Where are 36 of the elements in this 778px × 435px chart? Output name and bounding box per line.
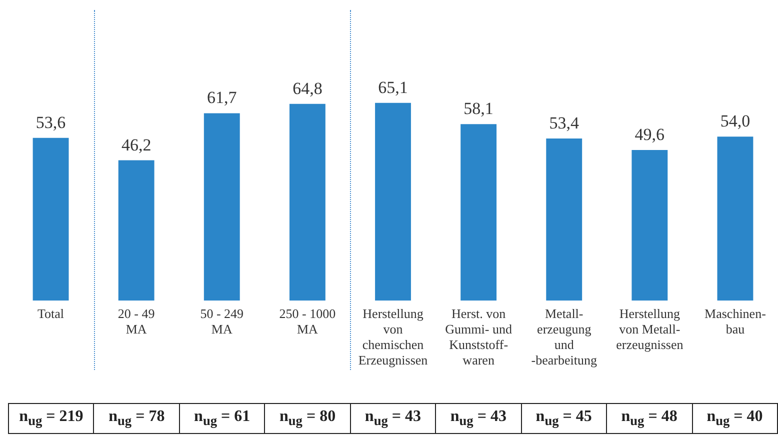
text: n$_{ug}$ = 80 [264, 404, 350, 434]
text: n$_{ug}$ = 43 [350, 404, 436, 434]
text: n$_{ug}$ = 43 [436, 404, 522, 434]
data-label: 53,6 [36, 112, 66, 132]
x-tick-label: Total [38, 306, 64, 321]
x-tick-label: Herst. von Gummi- und Kunststoff- waren [445, 306, 512, 368]
data-label: 58,1 [464, 99, 494, 118]
bar [118, 160, 154, 301]
text: n$_{ug}$ = 219 [8, 404, 94, 434]
bar [460, 124, 497, 301]
data-label: 54,0 [720, 112, 750, 131]
x-tick-label: 20 - 49 MA [118, 306, 155, 336]
x-tick-label: Herstellung von Metall- erzeugnissen [616, 306, 684, 352]
bar [32, 138, 69, 301]
data-label: 49,6 [634, 124, 665, 144]
x-tick-label: 50 - 249 MA [200, 306, 244, 336]
data-label: 61,7 [207, 88, 238, 108]
text: n$_{ug}$ = 45 [521, 404, 607, 434]
x-tick-label: Herstellung von chemischen Erzeugnissen [358, 306, 428, 368]
data-label: 46,2 [121, 135, 152, 154]
bar [632, 150, 668, 301]
bar [546, 138, 582, 301]
text: n$_{ug}$ = 61 [179, 404, 265, 434]
text: n$_{ug}$ = 48 [606, 404, 692, 434]
data-label: 64,8 [292, 78, 322, 98]
bar [717, 136, 754, 301]
bar [289, 104, 326, 301]
text: n$_{ug}$ = 40 [692, 404, 778, 434]
x-tick-label: 250 - 1000 MA [279, 306, 336, 336]
bar [375, 102, 411, 301]
x-tick-label: Maschinen- bau [704, 306, 766, 336]
data-label: 65,1 [378, 78, 408, 97]
x-tick-label: Metall- erzeugung und -bearbeitung [531, 306, 598, 368]
data-label: 53,4 [549, 113, 580, 132]
text: n$_{ug}$ = 78 [94, 404, 180, 434]
bar [204, 113, 240, 301]
